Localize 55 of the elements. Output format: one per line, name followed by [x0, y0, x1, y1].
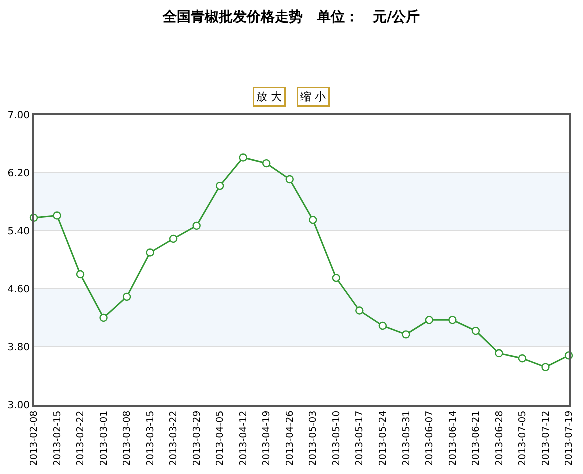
text: 缩 小 [300, 90, 326, 104]
point [216, 182, 224, 190]
chart-title: 全国青椒批发价格走势 单位： 元/公斤 [162, 8, 420, 26]
x-tick-label: 2013-02-15 [52, 410, 64, 466]
x-tick-label: 2013-07-05 [518, 410, 529, 466]
x-tick-label: 2013-06-07 [424, 410, 436, 466]
x-tick-label: 2013-03-22 [168, 410, 180, 466]
x-tick-label: 2013-02-22 [76, 410, 87, 466]
point [495, 349, 504, 358]
point [192, 222, 201, 230]
point [76, 270, 85, 279]
point [402, 330, 410, 339]
y-tick-label: 4.60 [8, 284, 30, 296]
point [309, 216, 318, 224]
text: 放 大 [256, 90, 282, 104]
point [332, 274, 340, 282]
x-tick-label: 2013-06-28 [494, 410, 506, 466]
x-tick-label: 2013-05-31 [401, 410, 412, 466]
x-tick-label: 2013-05-10 [331, 410, 342, 466]
point [53, 212, 62, 220]
point [448, 316, 457, 324]
x-tick-label: 2013-05-03 [308, 410, 320, 466]
x-tick-label: 2013-04-26 [284, 410, 296, 466]
x-tick-label: 2013-06-21 [471, 410, 482, 466]
y-tick-label: 5.40 [8, 226, 30, 238]
x-tick-label: 2013-03-29 [192, 410, 203, 466]
point [100, 314, 108, 322]
x-tick-label: 2013-05-17 [354, 410, 366, 466]
point [425, 316, 434, 324]
x-tick-label: 2013-07-19 [564, 410, 576, 466]
y-tick-label: 6.20 [8, 168, 30, 180]
point [169, 234, 178, 244]
x-tick-label: 2013-04-05 [215, 410, 226, 466]
point [146, 248, 154, 257]
point [356, 306, 364, 315]
x-tick-label: 2013-04-12 [238, 410, 250, 466]
point [542, 363, 550, 372]
x-tick-label: 2013-06-14 [448, 410, 459, 466]
x-tick-label: 2013-03-08 [122, 410, 134, 466]
x-tick-label: 2013-03-01 [98, 410, 110, 466]
y-tick-label: 3.80 [8, 342, 30, 354]
x-tick-label: 2013-03-15 [145, 410, 156, 466]
point [378, 322, 388, 330]
point [472, 326, 480, 336]
point [518, 354, 527, 363]
point [239, 154, 248, 162]
x-tick-label: 2013-02-08 [29, 410, 40, 466]
y-tick-label: 7.00 [8, 110, 30, 122]
x-tick-label: 2013-07-12 [540, 410, 552, 466]
point [262, 159, 271, 168]
x-tick-label: 2013-05-24 [378, 410, 389, 466]
point [286, 175, 294, 184]
x-tick-label: 2013-04-19 [262, 410, 273, 466]
y-tick-label: 3.00 [8, 400, 30, 412]
point [122, 292, 132, 302]
